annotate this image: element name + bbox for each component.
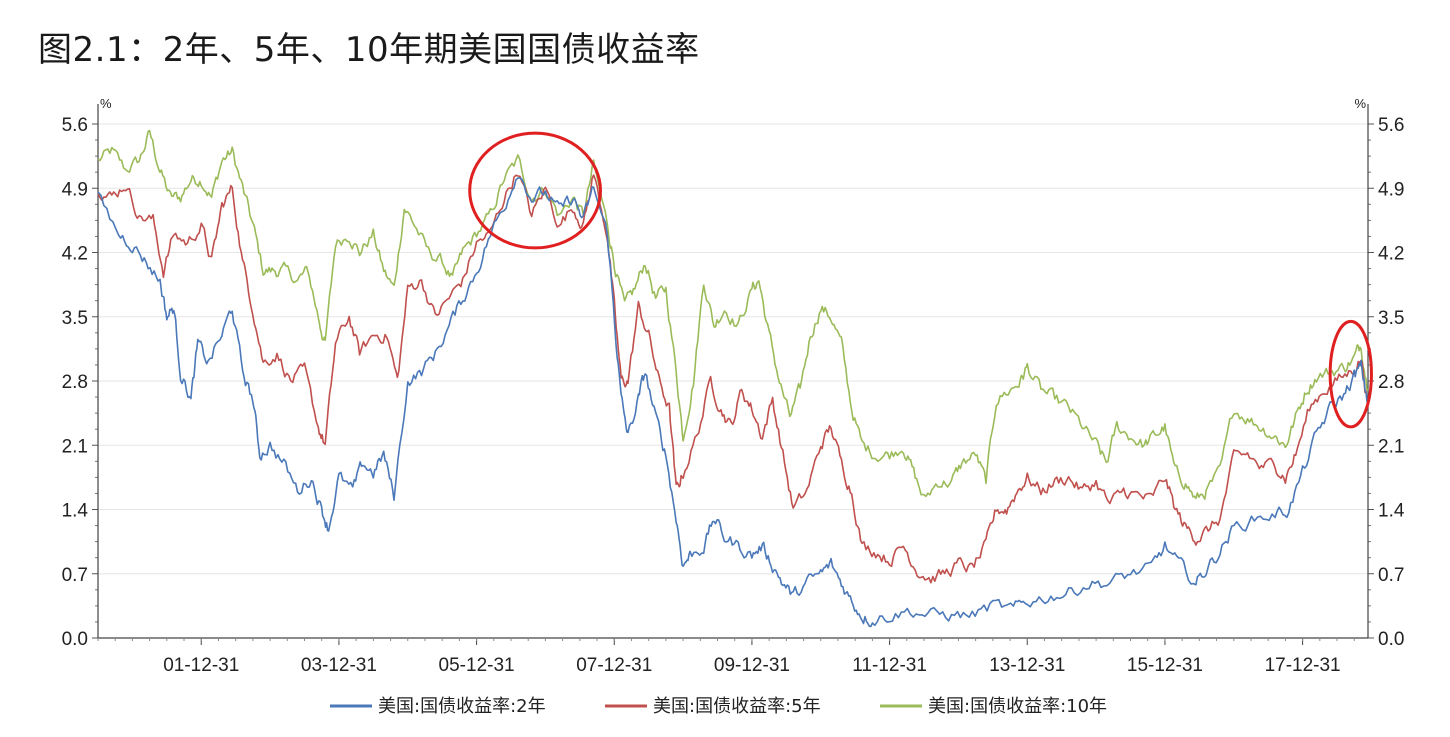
y-tick-label-left: 5.6 <box>62 115 88 136</box>
annotation-circle <box>468 131 602 250</box>
series-line <box>97 129 1369 500</box>
annotation-circle <box>1328 319 1373 429</box>
x-tick-label: 17-12-31 <box>1265 655 1341 676</box>
legend-label: 美国:国债收益率:2年 <box>378 696 546 717</box>
y-tick-label-left: 2.8 <box>62 372 88 393</box>
y-tick-label-right: 4.2 <box>1378 244 1404 265</box>
x-tick-label: 01-12-31 <box>163 655 239 676</box>
x-tick-label: 13-12-31 <box>989 655 1065 676</box>
y-unit-left: % <box>100 96 112 111</box>
x-tick-label: 11-12-31 <box>852 655 927 676</box>
y-tick-label-right: 5.6 <box>1378 115 1404 136</box>
grid-lines <box>98 123 1368 575</box>
x-tick-label: 15-12-31 <box>1127 655 1203 676</box>
legend-label: 美国:国债收益率:5年 <box>653 696 821 717</box>
y-tick-label-right: 2.1 <box>1378 436 1404 457</box>
axes: 0.0 0.0 0.7 0.7 1.4 1.4 2.1 2.1 2.8 2.8 3.5 3.5 4.2 4… <box>62 96 1405 676</box>
y-tick-label-right: 4.9 <box>1378 179 1404 200</box>
legend: 美国:国债收益率:2年 美国:国债收益率:5年 美国:国债收益率:10年 <box>330 696 1107 717</box>
y-tick-label-left: 0.0 <box>62 629 88 650</box>
y-tick-label-left: 0.7 <box>62 565 88 586</box>
y-tick-label-right: 1.4 <box>1378 501 1405 522</box>
y-tick-label-right: 2.8 <box>1378 372 1404 393</box>
series-layer <box>97 129 1369 628</box>
y-tick-label-left: 3.5 <box>62 308 88 329</box>
legend-label: 美国:国债收益率:10年 <box>928 696 1107 717</box>
x-tick-label: 09-12-31 <box>714 655 790 676</box>
y-tick-label-left: 4.2 <box>62 244 88 265</box>
y-tick-label-right: 0.0 <box>1378 629 1404 650</box>
series-line <box>97 174 1369 584</box>
y-tick-label-right: 3.5 <box>1378 308 1404 329</box>
chart-title: 图2.1：2年、5年、10年期美国国债收益率 <box>38 30 700 70</box>
y-unit-right: % <box>1354 96 1366 111</box>
annotation-layer <box>468 131 1373 429</box>
y-tick-label-right: 0.7 <box>1378 565 1404 586</box>
y-tick-label-left: 2.1 <box>62 436 88 457</box>
x-tick-label: 05-12-31 <box>439 655 515 676</box>
x-tick-label: 03-12-31 <box>301 655 377 676</box>
x-tick-label: 07-12-31 <box>576 655 652 676</box>
y-tick-label-left: 1.4 <box>62 501 89 522</box>
y-tick-label-left: 4.9 <box>62 179 88 200</box>
series-line <box>97 177 1369 628</box>
